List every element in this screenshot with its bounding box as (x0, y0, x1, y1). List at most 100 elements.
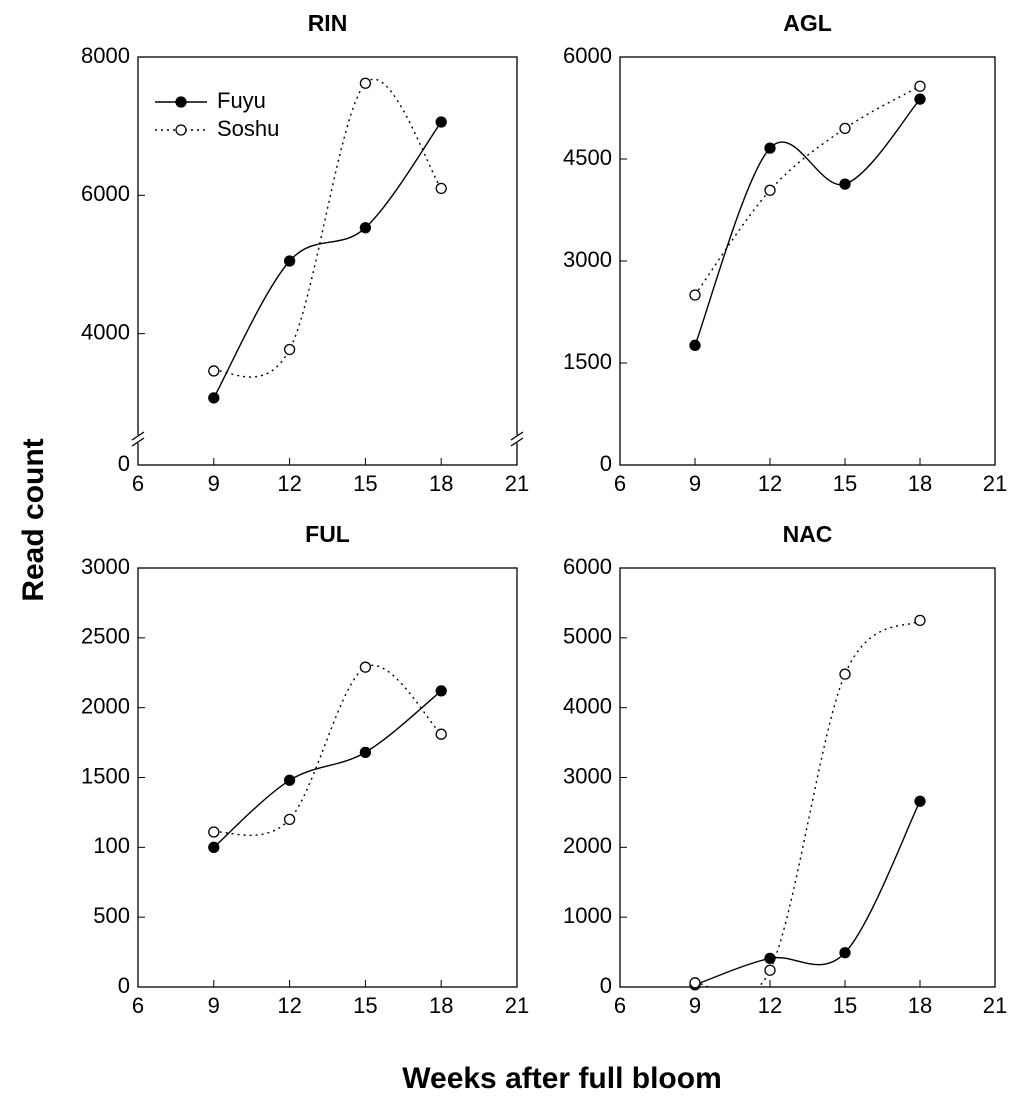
panel-title: FUL (305, 521, 350, 547)
axis-break (131, 437, 145, 447)
data-point (914, 93, 926, 105)
y-tick-label: 1500 (563, 349, 612, 374)
x-tick-label: 6 (614, 471, 626, 496)
series-line (213, 78, 442, 378)
x-tick-label: 12 (758, 471, 782, 496)
x-tick-label: 12 (277, 993, 301, 1018)
data-point (839, 178, 851, 190)
y-tick-label: 6000 (563, 554, 612, 579)
y-tick-label: 6000 (563, 43, 612, 68)
x-tick-label: 12 (277, 471, 301, 496)
x-tick-label: 9 (689, 471, 701, 496)
y-tick-label: 4000 (563, 693, 612, 718)
y-tick-label: 5000 (563, 624, 612, 649)
axis-break-gap (511, 435, 523, 443)
data-point (839, 122, 851, 135)
data-point (764, 964, 776, 976)
data-point (359, 77, 372, 89)
y-tick-label: 4500 (563, 145, 612, 170)
legend-label: Fuyu (217, 88, 266, 113)
series-line (213, 664, 442, 836)
data-point (208, 841, 220, 853)
plot-frame (137, 56, 518, 466)
legend-label: Soshu (217, 116, 279, 141)
x-tick-label: 6 (614, 993, 626, 1018)
data-point (689, 977, 701, 989)
x-tick-label: 15 (353, 993, 377, 1018)
legend-marker (175, 96, 187, 108)
x-tick-label: 21 (505, 471, 529, 496)
y-tick-label: 6000 (81, 181, 130, 206)
y-tick-label: 0 (600, 973, 612, 998)
data-point (435, 685, 447, 697)
x-tick-label: 21 (983, 471, 1007, 496)
x-tick-label: 18 (429, 471, 453, 496)
data-point (764, 142, 776, 154)
plot-frame (619, 56, 996, 466)
data-point (839, 947, 851, 959)
series-line (213, 690, 442, 848)
panel-title: NAC (783, 521, 833, 547)
y-tick-label: 3000 (563, 247, 612, 272)
y-tick-label: 0 (118, 973, 130, 998)
data-point (764, 184, 776, 196)
y-tick-label: 3000 (563, 763, 612, 788)
data-point (208, 392, 220, 404)
data-point (914, 80, 926, 92)
y-tick-label: 1000 (563, 903, 612, 928)
data-point (283, 774, 296, 786)
panel-title: RIN (308, 10, 348, 36)
x-tick-label: 18 (429, 993, 453, 1018)
series-line (694, 85, 921, 296)
plot-frame (619, 567, 996, 988)
x-tick-label: 6 (132, 993, 144, 1018)
data-point (689, 339, 701, 351)
y-tick-label: 2500 (81, 624, 130, 649)
data-point (283, 813, 296, 826)
y-tick-label: 8000 (81, 43, 130, 68)
data-point (359, 746, 372, 759)
axis-break (131, 431, 145, 441)
series-line (694, 800, 921, 986)
data-point (208, 826, 220, 838)
x-tick-label: 18 (908, 993, 932, 1018)
x-tick-label: 21 (505, 993, 529, 1018)
data-point (764, 952, 776, 965)
y-tick-label: 4000 (81, 319, 130, 344)
x-tick-label: 18 (908, 471, 932, 496)
y-tick-label: 0 (600, 451, 612, 476)
x-tick-label: 9 (208, 993, 220, 1018)
x-tick-label: 9 (208, 471, 220, 496)
legend-marker (175, 124, 187, 136)
y-tick-label: 2000 (81, 693, 130, 718)
y-tick-label: 500 (93, 903, 130, 928)
data-point (839, 668, 851, 680)
data-point (208, 365, 220, 377)
data-point (689, 289, 701, 301)
series-line (694, 619, 921, 987)
y-tick-label: 100 (93, 833, 130, 858)
data-point (359, 222, 372, 234)
axis-break (510, 431, 524, 441)
x-tick-label: 9 (689, 993, 701, 1018)
data-point (914, 795, 926, 807)
x-tick-label: 6 (132, 471, 144, 496)
data-point (914, 614, 926, 627)
data-point (435, 116, 447, 128)
data-point (435, 182, 447, 195)
x-axis-label: Weeks after full bloom (402, 1062, 722, 1095)
axis-break (510, 437, 524, 447)
data-point (359, 661, 372, 673)
series-line (694, 98, 921, 346)
plot-frame (137, 567, 518, 988)
y-axis-label: Read count (17, 438, 50, 601)
axis-break-gap (132, 435, 144, 443)
y-tick-label: 3000 (81, 554, 130, 579)
x-tick-label: 15 (353, 471, 377, 496)
data-point (283, 343, 296, 356)
data-point (435, 728, 447, 740)
x-tick-label: 15 (833, 471, 857, 496)
x-tick-label: 15 (833, 993, 857, 1018)
x-tick-label: 12 (758, 993, 782, 1018)
y-tick-label: 1500 (81, 763, 130, 788)
